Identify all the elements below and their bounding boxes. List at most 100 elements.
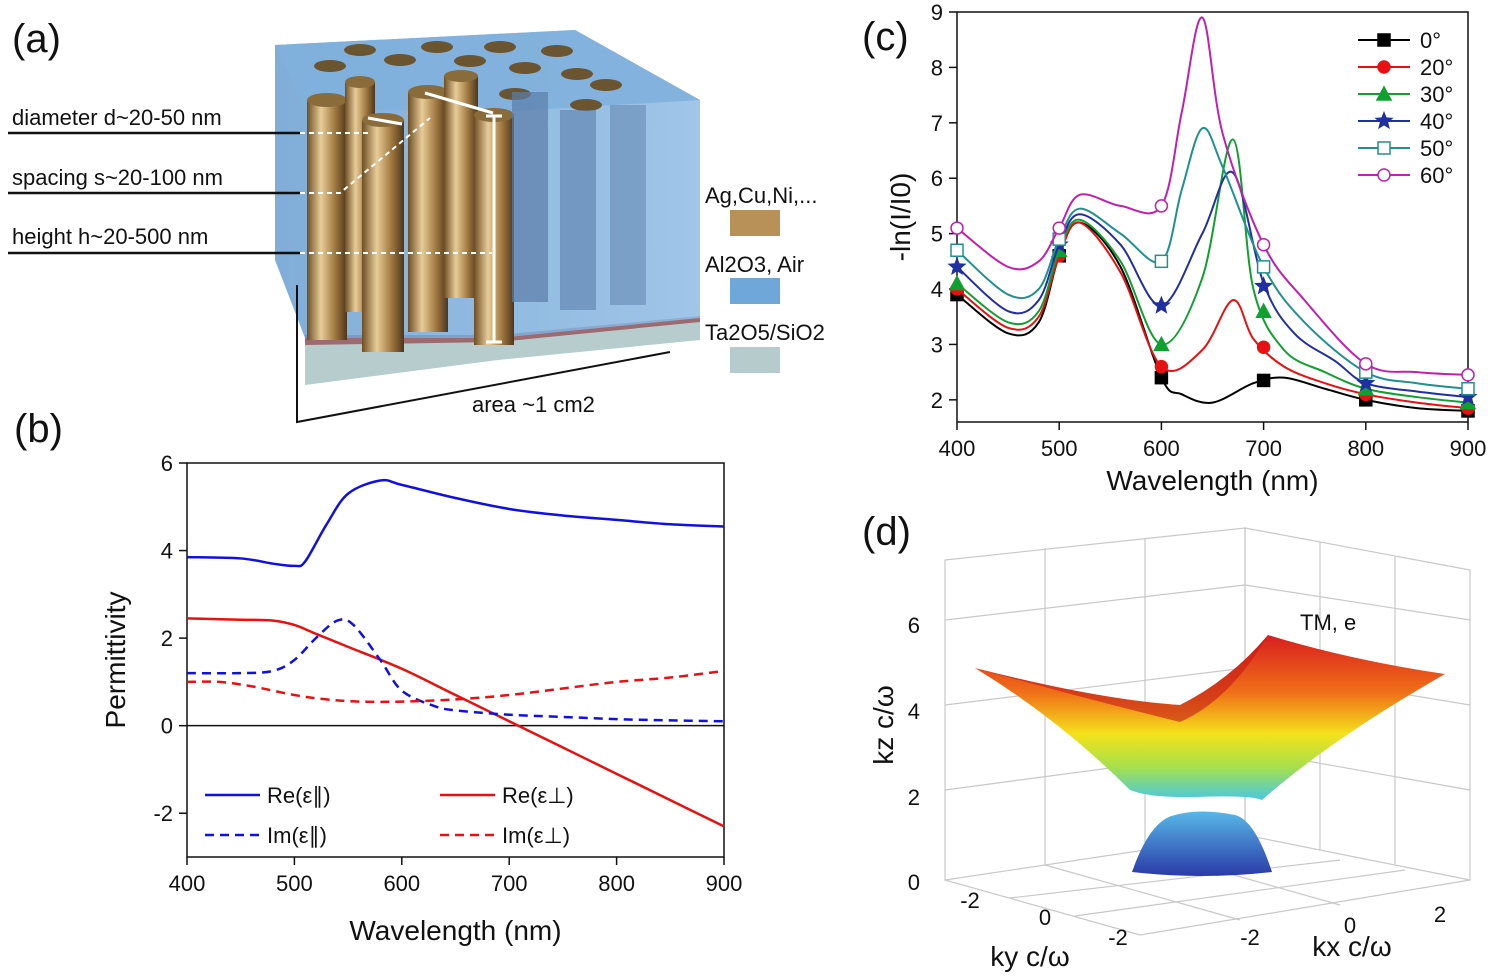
chart-c-y-axis-label: -ln(I/I0) — [885, 173, 916, 262]
chart-b-series-line — [186, 478, 725, 568]
chart-c-marker — [1154, 199, 1169, 213]
z-tick-0: 0 — [908, 870, 920, 895]
chart-c-y-tick-label: 7 — [931, 111, 943, 136]
chart-b-y-tick-label: 4 — [161, 539, 173, 564]
chart-c-y-tick-label: 6 — [931, 166, 943, 191]
chart-c-y-tick-label: 4 — [931, 277, 943, 302]
x-tick-c: 2 — [1434, 902, 1446, 927]
x-tick-b: 0 — [1344, 913, 1356, 938]
chart-b-y-tick-label: -2 — [153, 801, 173, 826]
matrix-top-face — [275, 30, 700, 112]
chart-c-marker — [1377, 141, 1391, 155]
dimension-markers — [367, 91, 502, 344]
y-axis-label: ky c/ω — [990, 941, 1069, 972]
hyperboloid-upper-sheet — [975, 635, 1445, 800]
panel-a-illustration: diameter d~20-50 nm spacing s~20-100 nm … — [8, 30, 825, 424]
chart-c-x-tick-label: 800 — [1347, 436, 1384, 461]
z-tick-4: 4 — [908, 699, 920, 724]
leader-lines — [8, 131, 300, 255]
chart-c-series-line — [956, 16, 1469, 376]
chart-b-x-tick-label: 400 — [169, 871, 206, 896]
chart-c-series-line — [956, 170, 1469, 399]
chart-c-marker — [947, 256, 967, 275]
chart-c-marker — [1375, 85, 1393, 101]
chart-c-x-tick-label: 500 — [1041, 436, 1078, 461]
x-tick-a: -2 — [1240, 925, 1260, 950]
legend-matrix-label: Al2O3, Air — [705, 252, 804, 277]
chart-c-x-tick-label: 700 — [1245, 436, 1282, 461]
substrate-layer — [305, 320, 700, 385]
chart-c-marker — [1256, 237, 1271, 252]
chart-b-y-tick-label: 2 — [161, 626, 173, 651]
chart-c-series-line — [956, 127, 1469, 390]
chart-c-x-tick-label: 400 — [939, 436, 976, 461]
chart-c-marker — [1256, 340, 1271, 354]
chart-c-marker — [1461, 368, 1475, 382]
chart-c-marker — [1154, 359, 1169, 374]
area-label: area ~1 cm2 — [472, 392, 595, 417]
chart-b-y-axis-label: Permittivity — [100, 592, 131, 729]
chart-b-legend-label: Re(ε⊥) — [502, 783, 574, 808]
height-label: height h~20-500 nm — [12, 224, 208, 249]
chart-b-x-tick-label: 700 — [491, 871, 528, 896]
chart-c-series-line — [956, 221, 1469, 410]
panel-label-c: (c) — [862, 15, 909, 59]
chart-b-x-axis-label: Wavelength (nm) — [349, 915, 561, 946]
chart-c-marker — [950, 243, 964, 257]
chart-b-x-tick-label: 800 — [598, 871, 635, 896]
chart-b: 400 500 600 700 800 900 -2 0 2 4 6 Wavelength (nm) P… — [100, 451, 742, 946]
chart-b-x-tick-label: 500 — [276, 871, 313, 896]
y-tick-b: 0 — [1039, 905, 1051, 930]
chart-c-marker — [1153, 335, 1170, 352]
z-tick-2: 2 — [908, 785, 920, 810]
chart-c: 400 500 600 700 800 900 2 3 4 5 6 7 8 9 Wavelength (nm… — [885, 0, 1486, 496]
chart-c-y-tick-label: 8 — [931, 55, 943, 80]
chart-b-legend-label: Re(ε∥) — [267, 783, 331, 808]
diameter-label: diameter d~20-50 nm — [12, 105, 222, 130]
chart-c-legend-label: 30° — [1420, 82, 1453, 107]
chart-c-marker — [1359, 357, 1373, 371]
chart-c-marker — [1151, 295, 1171, 314]
chart-c-marker — [948, 274, 966, 291]
y-tick-a: -2 — [960, 888, 980, 913]
chart-c-legend-label: 20° — [1420, 55, 1453, 80]
chart-c-y-tick-label: 3 — [931, 332, 943, 357]
area-frame — [296, 285, 671, 424]
legend-substrate-label: Ta2O5/SiO2 — [705, 320, 825, 345]
hyperboloid-lower-dome — [1132, 811, 1272, 876]
chart-c-legend-label: 50° — [1420, 136, 1453, 161]
chart-b-y-tick-label: 0 — [161, 714, 173, 739]
chart-b-x-tick-label: 900 — [706, 871, 743, 896]
chart-c-marker — [1377, 168, 1391, 182]
substrate-swatch — [730, 347, 780, 373]
chart-c-y-tick-label: 5 — [931, 222, 943, 247]
chart-b-legend-label: Im(ε⊥) — [502, 823, 570, 848]
chart-b-plot-frame — [186, 462, 725, 858]
chart-b-series-line — [186, 669, 725, 704]
chart-c-marker — [1461, 382, 1475, 396]
panel-label-b: (b) — [14, 407, 63, 451]
surface-annotation: TM, e — [1300, 610, 1356, 635]
chart-c-marker — [1254, 276, 1274, 295]
y-tick-c: -2 — [1108, 925, 1128, 950]
panel-d-surface-plot: TM, e 0 2 4 6 kz c/ω -2 0 -2 -2 0 2 ky c… — [868, 527, 1471, 972]
dashed-guides — [300, 117, 492, 254]
chart-c-y-tick-label: 2 — [931, 388, 943, 413]
chart-b-series-line — [186, 617, 725, 828]
chart-c-marker — [1256, 373, 1271, 388]
chart-c-x-axis-label: Wavelength (nm) — [1106, 465, 1318, 496]
chart-c-x-tick-label: 600 — [1143, 436, 1180, 461]
chart-c-x-tick-label: 900 — [1450, 436, 1487, 461]
chart-b-y-tick-label: 6 — [161, 451, 173, 476]
metal-swatch — [730, 210, 780, 236]
chart-c-series-line — [956, 138, 1469, 404]
chart-c-marker — [1154, 370, 1169, 385]
chart-c-legend-label: 0° — [1420, 28, 1441, 53]
chart-b-series-line — [186, 618, 725, 723]
chart-c-marker — [1154, 254, 1169, 269]
chart-c-legend-label: 40° — [1420, 109, 1453, 134]
chart-c-legend-label: 60° — [1420, 163, 1453, 188]
chart-c-marker — [1374, 110, 1394, 130]
chart-b-x-tick-label: 600 — [383, 871, 420, 896]
